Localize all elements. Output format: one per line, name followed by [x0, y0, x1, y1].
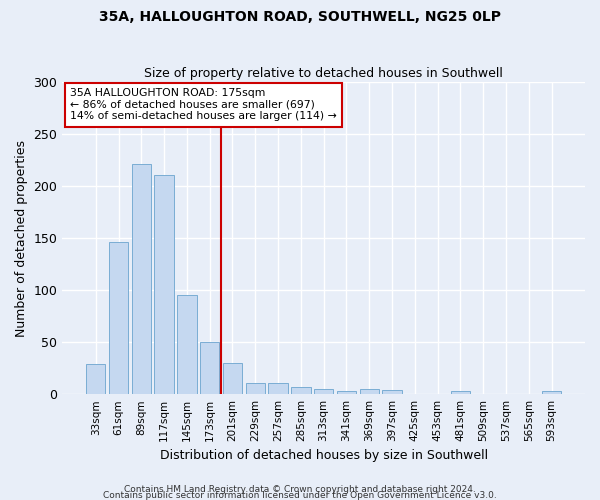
Text: Contains HM Land Registry data © Crown copyright and database right 2024.: Contains HM Land Registry data © Crown c… — [124, 484, 476, 494]
Bar — [131, 164, 151, 394]
Bar — [268, 382, 288, 394]
Bar — [542, 391, 561, 394]
Text: 35A HALLOUGHTON ROAD: 175sqm
← 86% of detached houses are smaller (697)
14% of s: 35A HALLOUGHTON ROAD: 175sqm ← 86% of de… — [70, 88, 337, 122]
Title: Size of property relative to detached houses in Southwell: Size of property relative to detached ho… — [144, 66, 503, 80]
Bar — [451, 391, 470, 394]
Y-axis label: Number of detached properties: Number of detached properties — [15, 140, 28, 336]
Bar — [382, 390, 402, 394]
Bar — [337, 391, 356, 394]
Bar — [177, 296, 197, 394]
Bar — [314, 389, 334, 394]
Text: 35A, HALLOUGHTON ROAD, SOUTHWELL, NG25 0LP: 35A, HALLOUGHTON ROAD, SOUTHWELL, NG25 0… — [99, 10, 501, 24]
Bar — [359, 389, 379, 394]
Text: Contains public sector information licensed under the Open Government Licence v3: Contains public sector information licen… — [103, 490, 497, 500]
Bar — [245, 382, 265, 394]
Bar — [109, 242, 128, 394]
Bar — [223, 363, 242, 394]
X-axis label: Distribution of detached houses by size in Southwell: Distribution of detached houses by size … — [160, 450, 488, 462]
Bar — [291, 387, 311, 394]
Bar — [154, 174, 174, 394]
Bar — [200, 342, 220, 394]
Bar — [86, 364, 106, 394]
